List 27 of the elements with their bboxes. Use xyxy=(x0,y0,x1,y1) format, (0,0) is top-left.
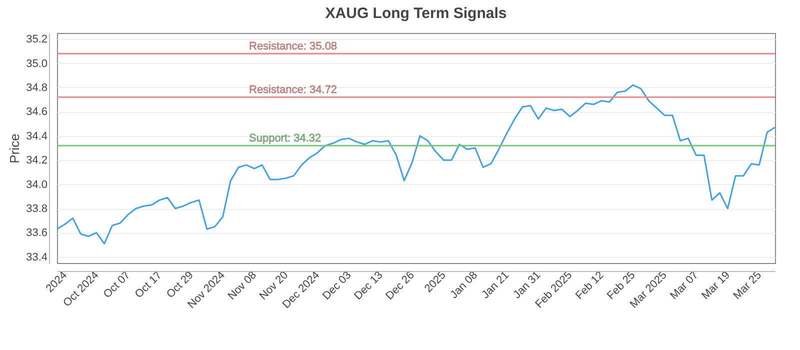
chart-title: XAUG Long Term Signals xyxy=(325,5,507,22)
x-tick-label: Dec 26 xyxy=(384,269,417,302)
ref-line-label: Resistance: 35.08 xyxy=(249,40,338,53)
x-tick-label: Mar 07 xyxy=(668,269,701,302)
y-tick-label: 35.0 xyxy=(26,58,48,70)
x-tick-label: Mar 19 xyxy=(700,269,732,302)
y-tick-label: 34.4 xyxy=(26,130,48,142)
x-tick-label: Dec 03 xyxy=(320,269,354,302)
x-tick-label: Jan 08 xyxy=(448,269,480,302)
x-tick-label: Mar 25 xyxy=(731,269,764,302)
ref-line-label: Support: 34.32 xyxy=(249,132,322,145)
y-tick-label: 34.8 xyxy=(26,82,48,94)
y-tick-label: 35.2 xyxy=(26,34,48,46)
y-tick-label: 34.6 xyxy=(26,106,48,118)
x-tick-label: Oct 07 xyxy=(101,269,133,301)
y-tick-label: 33.6 xyxy=(26,227,48,240)
y-tick-label: 34.2 xyxy=(26,154,48,167)
y-axis-title: Price xyxy=(7,134,22,164)
x-tick-label: Feb 12 xyxy=(573,269,606,302)
ref-line-label: Resistance: 34.72 xyxy=(249,84,338,96)
y-tick-label: 34.0 xyxy=(26,178,48,191)
x-tick-label: Dec 13 xyxy=(352,269,386,302)
y-tick-label: 33.8 xyxy=(26,203,48,216)
x-tick-label: Nov 08 xyxy=(226,269,259,302)
y-tick-label: 33.4 xyxy=(26,251,48,264)
line-series xyxy=(56,84,776,244)
x-tick-label: Jan 21 xyxy=(480,269,512,302)
